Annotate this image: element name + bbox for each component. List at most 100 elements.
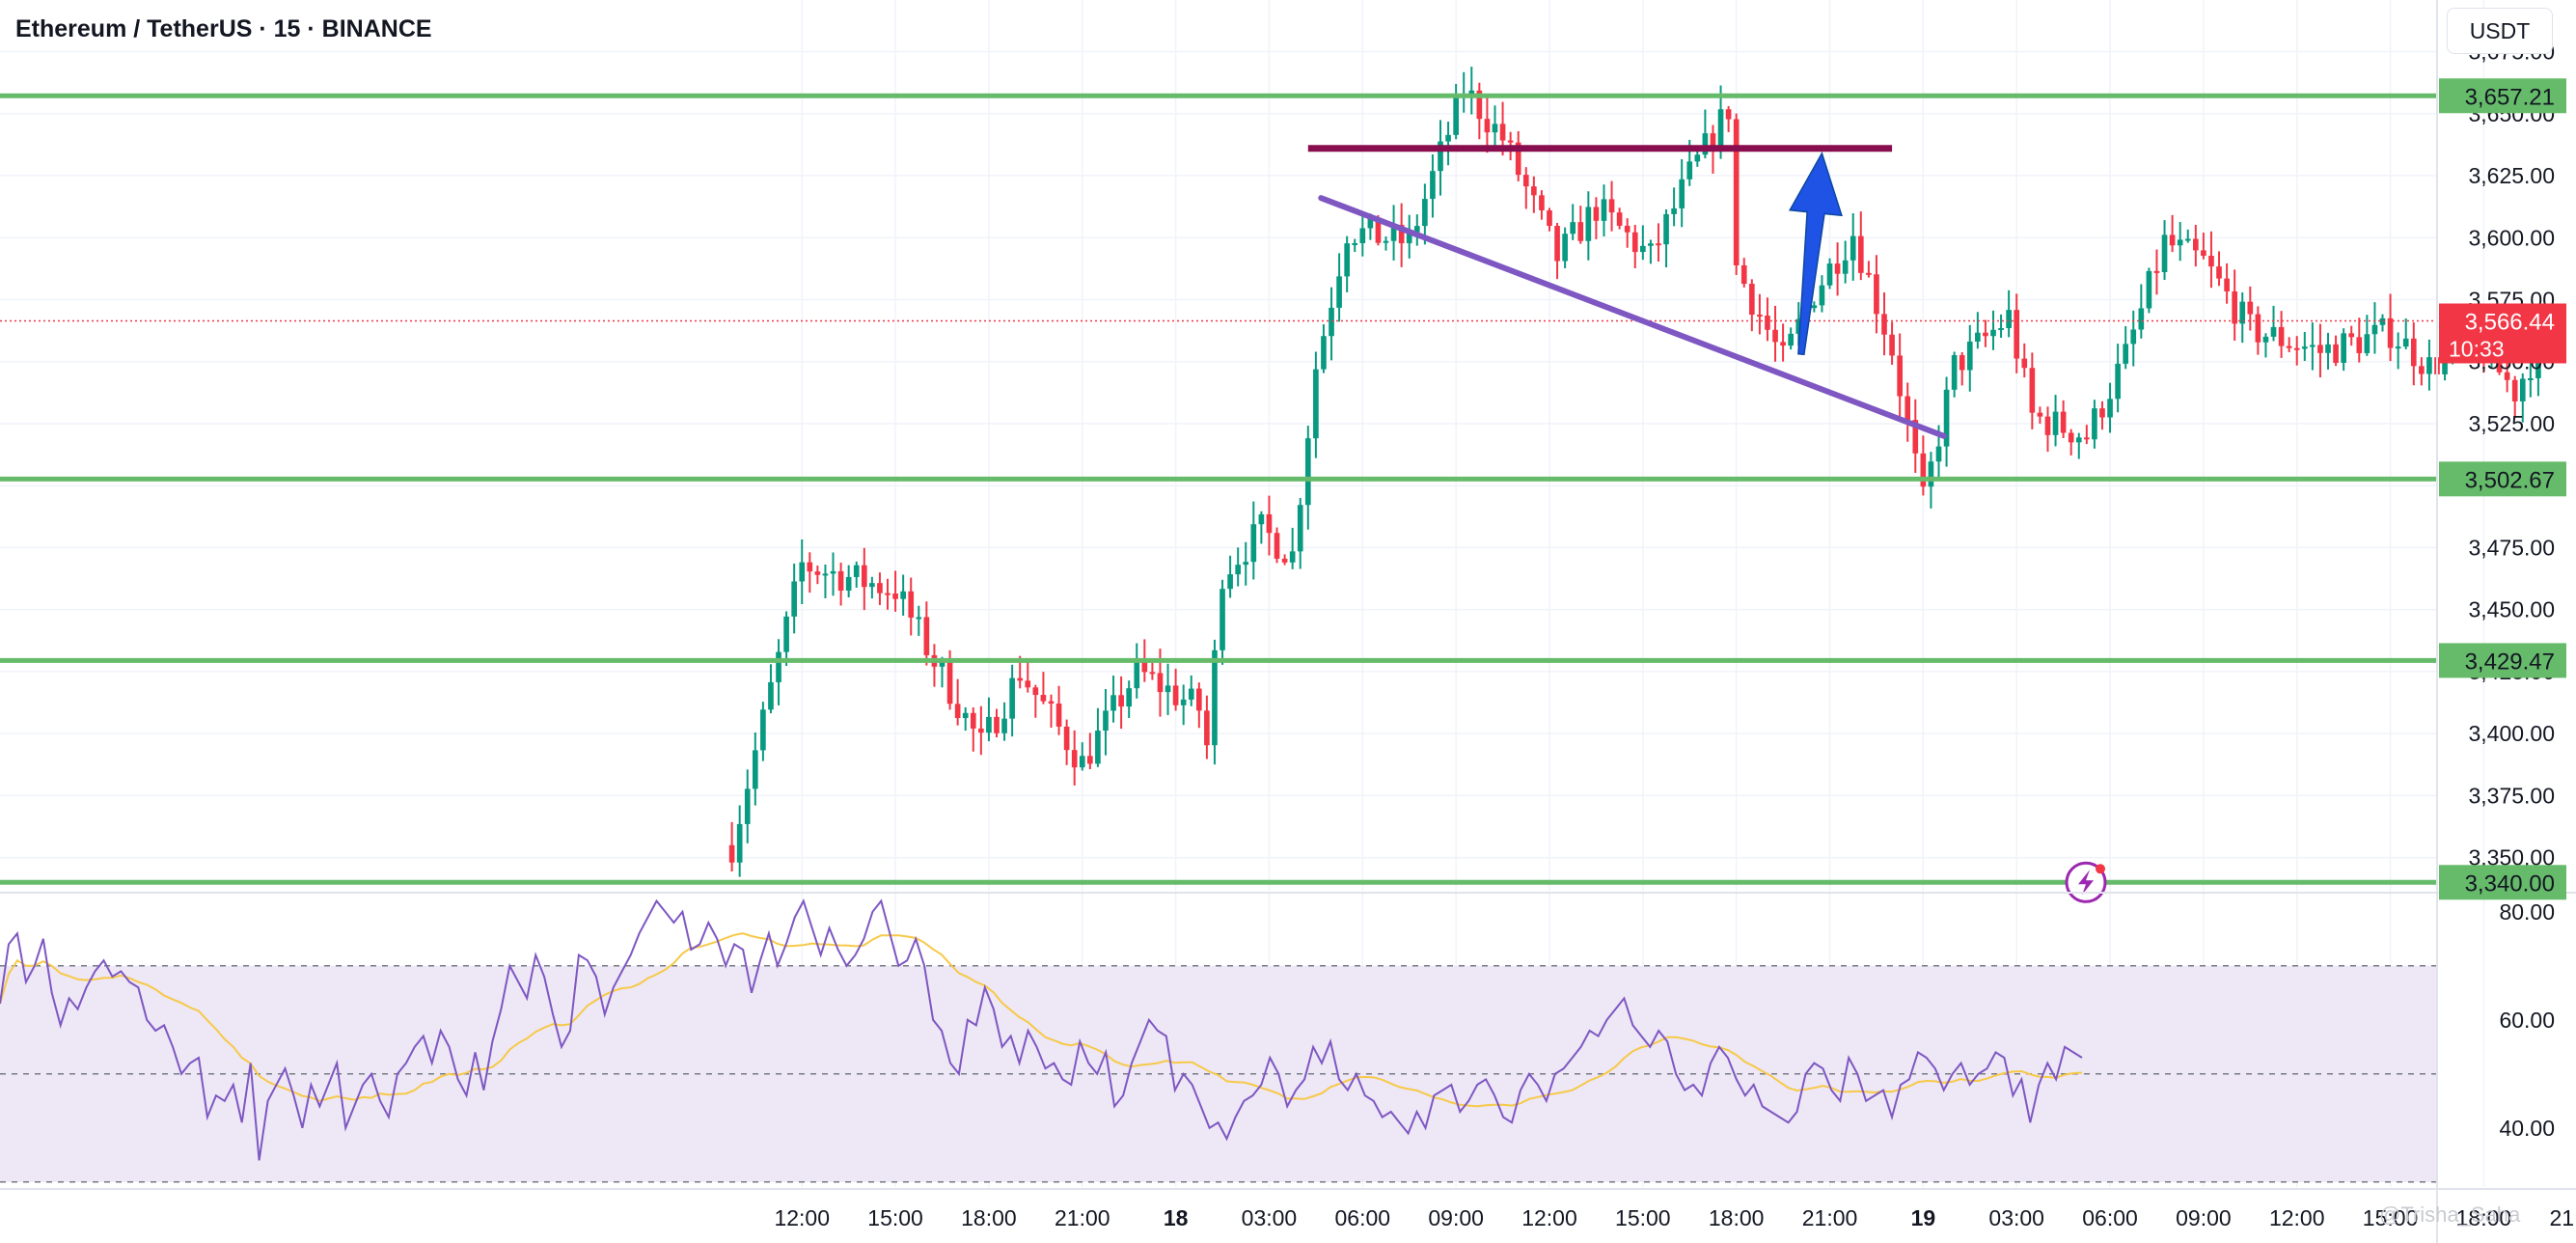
candle[interactable] bbox=[2255, 306, 2261, 355]
candle[interactable] bbox=[2107, 382, 2113, 433]
candle[interactable] bbox=[1889, 321, 1895, 365]
candle[interactable] bbox=[2153, 249, 2160, 295]
candle[interactable] bbox=[2301, 332, 2308, 361]
candle[interactable] bbox=[1562, 227, 1568, 268]
candle[interactable] bbox=[1453, 83, 1459, 140]
candle[interactable] bbox=[1390, 205, 1397, 261]
candle[interactable] bbox=[1430, 153, 1436, 218]
candle[interactable] bbox=[2310, 322, 2316, 371]
candle[interactable] bbox=[776, 639, 781, 705]
candle[interactable] bbox=[1554, 222, 1560, 280]
candle[interactable] bbox=[2247, 286, 2254, 331]
candle[interactable] bbox=[1110, 676, 1116, 723]
candle[interactable] bbox=[814, 566, 821, 585]
candle[interactable] bbox=[1204, 695, 1210, 760]
candle[interactable] bbox=[2395, 332, 2401, 370]
candle[interactable] bbox=[1297, 497, 1303, 569]
candle[interactable] bbox=[908, 577, 915, 636]
candle[interactable] bbox=[2419, 357, 2425, 386]
candle[interactable] bbox=[1103, 688, 1109, 756]
candle[interactable] bbox=[2075, 432, 2082, 459]
candle[interactable] bbox=[822, 565, 829, 598]
candle[interactable] bbox=[1329, 287, 1334, 361]
candle[interactable] bbox=[900, 574, 906, 616]
candle[interactable] bbox=[1172, 668, 1179, 711]
candle[interactable] bbox=[2270, 305, 2277, 342]
candle[interactable] bbox=[892, 570, 898, 612]
candle[interactable] bbox=[1748, 279, 1755, 332]
candle[interactable] bbox=[1126, 680, 1133, 719]
candle[interactable] bbox=[1438, 120, 1443, 196]
candle[interactable] bbox=[1874, 255, 1879, 334]
candle[interactable] bbox=[2519, 373, 2526, 423]
candle[interactable] bbox=[2084, 425, 2090, 445]
candle[interactable] bbox=[1570, 204, 1576, 240]
candle[interactable] bbox=[2402, 318, 2409, 349]
candle[interactable] bbox=[2224, 262, 2230, 304]
candle[interactable] bbox=[1258, 511, 1265, 544]
candle[interactable] bbox=[1593, 197, 1600, 239]
candle[interactable] bbox=[1359, 213, 1366, 257]
candle[interactable] bbox=[2052, 395, 2059, 447]
candle[interactable] bbox=[2364, 315, 2370, 356]
candle[interactable] bbox=[2410, 321, 2417, 386]
candle[interactable] bbox=[2123, 325, 2129, 370]
candle[interactable] bbox=[807, 552, 813, 594]
candle[interactable] bbox=[1281, 554, 1288, 566]
candle[interactable] bbox=[2379, 314, 2386, 332]
candle[interactable] bbox=[744, 769, 751, 843]
candle[interactable] bbox=[2348, 325, 2355, 346]
candle[interactable] bbox=[1866, 261, 1872, 278]
currency-unit-button[interactable]: USDT bbox=[2447, 8, 2553, 54]
candle[interactable] bbox=[923, 601, 930, 666]
candle[interactable] bbox=[1063, 719, 1070, 765]
candle[interactable] bbox=[1905, 382, 1911, 442]
candle[interactable] bbox=[1219, 579, 1225, 665]
drawings[interactable] bbox=[0, 93, 2437, 903]
candle[interactable] bbox=[2037, 406, 2043, 425]
candle[interactable] bbox=[1577, 206, 1584, 244]
candle[interactable] bbox=[760, 702, 766, 761]
rsi-moving-average-line[interactable] bbox=[0, 932, 2083, 1108]
candle[interactable] bbox=[1640, 225, 1646, 261]
candle[interactable] bbox=[1422, 183, 1428, 245]
candle[interactable] bbox=[1663, 208, 1669, 268]
candle[interactable] bbox=[791, 563, 797, 634]
candle[interactable] bbox=[1352, 238, 1358, 253]
candle[interactable] bbox=[1819, 275, 1825, 313]
candle[interactable] bbox=[1881, 291, 1887, 356]
candle[interactable] bbox=[2278, 311, 2285, 358]
candle[interactable] bbox=[2029, 352, 2036, 429]
candle[interactable] bbox=[1857, 211, 1864, 281]
candle[interactable] bbox=[1616, 207, 1623, 230]
candle[interactable] bbox=[931, 644, 938, 687]
candle[interactable] bbox=[1040, 672, 1047, 704]
candle[interactable] bbox=[1336, 253, 1342, 322]
candle[interactable] bbox=[2325, 332, 2331, 370]
candle[interactable] bbox=[2356, 318, 2363, 363]
candle[interactable] bbox=[2130, 310, 2137, 367]
candle[interactable] bbox=[1990, 310, 1996, 350]
candle[interactable] bbox=[2146, 267, 2152, 314]
candle[interactable] bbox=[2262, 333, 2269, 358]
candle[interactable] bbox=[2169, 214, 2176, 253]
candle[interactable] bbox=[1476, 82, 1483, 140]
candle[interactable] bbox=[1912, 399, 1919, 474]
candle[interactable] bbox=[2293, 336, 2300, 366]
candle[interactable] bbox=[1522, 167, 1529, 209]
candle[interactable] bbox=[1321, 324, 1327, 373]
candle[interactable] bbox=[1048, 694, 1055, 729]
candle[interactable] bbox=[1780, 323, 1786, 362]
candle[interactable] bbox=[2060, 400, 2067, 438]
candle[interactable] bbox=[1468, 67, 1475, 115]
candle[interactable] bbox=[1842, 240, 1849, 284]
candle[interactable] bbox=[2044, 406, 2051, 453]
candle[interactable] bbox=[1648, 239, 1654, 264]
candle[interactable] bbox=[2099, 401, 2105, 430]
candle[interactable] bbox=[2426, 339, 2432, 391]
candle[interactable] bbox=[2068, 428, 2074, 456]
candle[interactable] bbox=[2115, 344, 2121, 413]
candle[interactable] bbox=[1274, 527, 1280, 564]
